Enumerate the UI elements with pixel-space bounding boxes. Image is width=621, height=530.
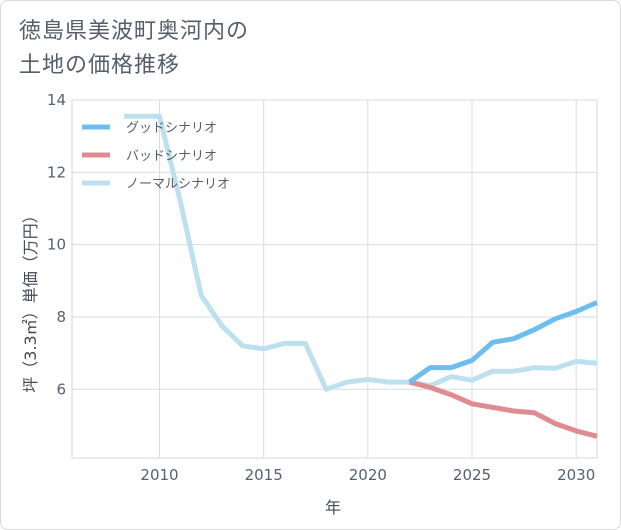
x-axis-label: 年: [325, 498, 341, 517]
x-tick-label: 2015: [245, 466, 283, 484]
tick-labels: 2010 2015 2020 2025 2030 6 8 10 12 14: [47, 91, 595, 484]
y-tick-label: 6: [56, 380, 66, 398]
x-tick-label: 2010: [140, 466, 178, 484]
y-tick-label: 14: [47, 91, 66, 109]
chart-title-line2: 土地の価格推移: [19, 53, 181, 78]
legend-label: ノーマルシナリオ: [126, 177, 230, 192]
legend-label: バッドシナリオ: [126, 149, 217, 164]
y-tick-label: 10: [47, 236, 66, 254]
series-lines: [124, 113, 598, 439]
x-tick-label: 2020: [349, 466, 387, 484]
grid-lines: [72, 99, 597, 458]
x-tick-label: 2025: [453, 466, 491, 484]
series-line-2: [124, 113, 598, 392]
series-line-1: [408, 379, 598, 439]
y-axis-label: 坪（3.3㎡）単価（万円）: [21, 207, 40, 392]
y-tick-label: 12: [47, 163, 66, 181]
legend-label: グッドシナリオ: [126, 121, 217, 136]
chart-title: 徳島県美波町奥河内の 土地の価格推移: [19, 15, 359, 83]
x-tick-label: 2030: [557, 466, 595, 484]
series-line-0: [408, 300, 598, 385]
y-tick-label: 8: [56, 308, 66, 326]
chart-title-line1: 徳島県美波町奥河内の: [19, 19, 250, 44]
